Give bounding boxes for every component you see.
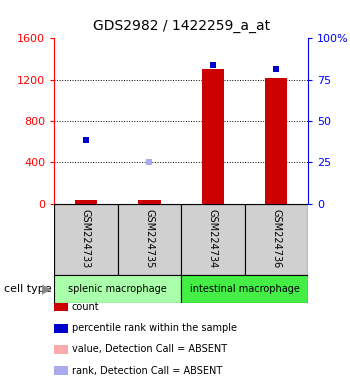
Text: percentile rank within the sample: percentile rank within the sample (72, 323, 237, 333)
Bar (118, 204, 181, 275)
Bar (181, 275, 308, 303)
Text: GSM224733: GSM224733 (81, 209, 91, 269)
Bar (54, 204, 118, 275)
Text: ▶: ▶ (42, 283, 52, 295)
Bar (54, 275, 181, 303)
Text: splenic macrophage: splenic macrophage (68, 284, 167, 294)
Bar (75, 200, 97, 204)
Bar (265, 78, 287, 204)
Text: intestinal macrophage: intestinal macrophage (190, 284, 300, 294)
Text: GSM224734: GSM224734 (208, 209, 218, 269)
Bar (245, 204, 308, 275)
Bar (202, 70, 224, 204)
Title: GDS2982 / 1422259_a_at: GDS2982 / 1422259_a_at (92, 19, 270, 33)
Text: value, Detection Call = ABSENT: value, Detection Call = ABSENT (72, 344, 227, 354)
Text: rank, Detection Call = ABSENT: rank, Detection Call = ABSENT (72, 366, 222, 376)
Text: cell type: cell type (4, 284, 51, 294)
Text: GSM224735: GSM224735 (145, 209, 154, 269)
Text: count: count (72, 302, 99, 312)
Text: GSM224736: GSM224736 (271, 209, 281, 269)
Bar (138, 200, 161, 204)
Bar (181, 204, 245, 275)
